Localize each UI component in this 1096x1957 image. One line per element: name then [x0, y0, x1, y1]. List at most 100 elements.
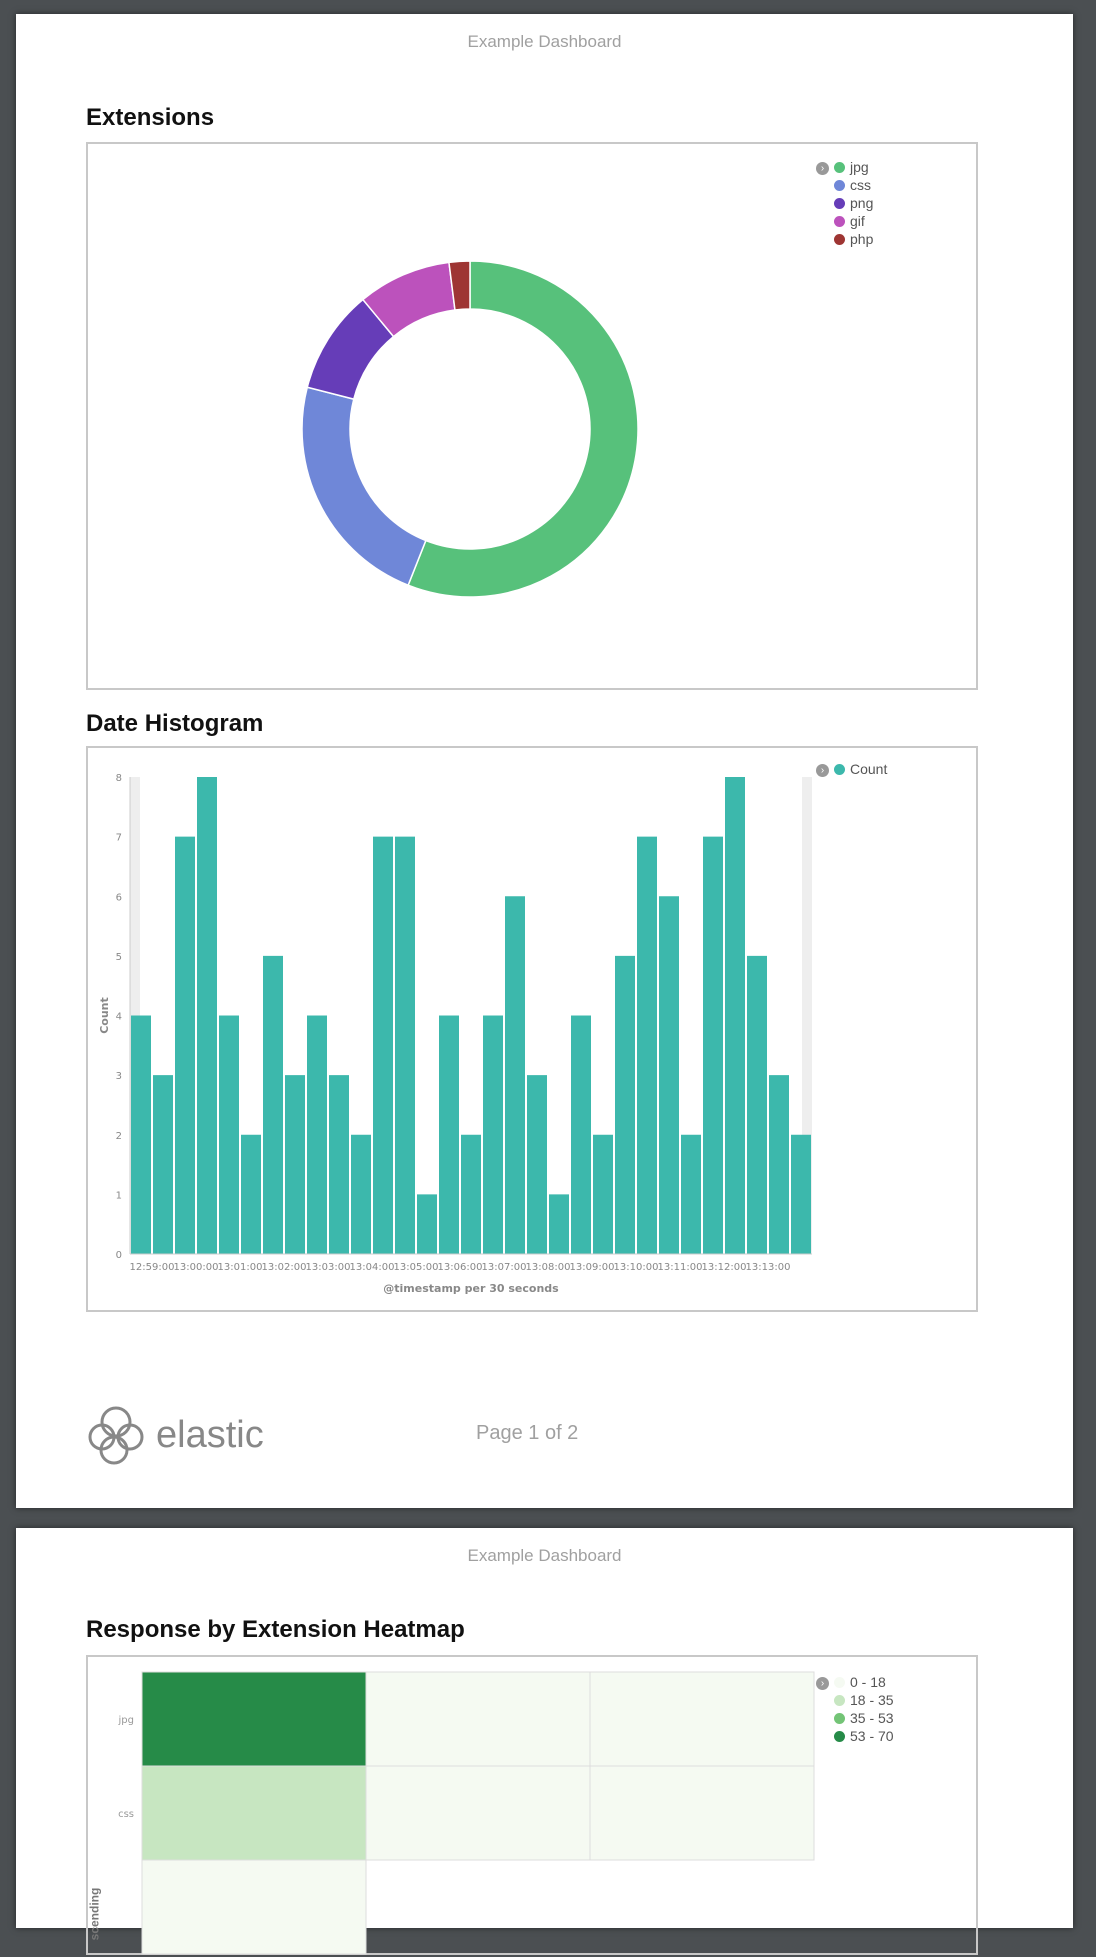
report-page-1: Example Dashboard Extensions › jpg css png…: [16, 14, 1073, 1508]
histogram-bar[interactable]: [703, 836, 723, 1254]
histogram-legend: Count: [834, 760, 887, 778]
legend-dot: [834, 1712, 845, 1724]
dashboard-title: Example Dashboard: [467, 1546, 622, 1565]
histogram-bar[interactable]: [329, 1075, 349, 1254]
donut-chart: [301, 260, 639, 598]
histogram-bar[interactable]: [461, 1134, 481, 1254]
histogram-bar[interactable]: [747, 955, 767, 1254]
histogram-bar[interactable]: [219, 1015, 239, 1255]
legend-item[interactable]: png: [834, 194, 873, 212]
extensions-title: Extensions: [86, 104, 215, 131]
x-tick-label: 13:02:00: [262, 1262, 307, 1273]
heatmap-title: Response by Extension Heatmap: [86, 1616, 465, 1643]
heatmap-cell[interactable]: [141, 1765, 367, 1861]
heatmap-y-axis-label: scending: [87, 1887, 102, 1941]
heatmap-cell[interactable]: [141, 1859, 367, 1955]
histogram-bar[interactable]: [197, 777, 217, 1254]
legend-item[interactable]: 18 - 35: [834, 1691, 894, 1709]
heatmap-legend: 0 - 18 18 - 35 35 - 53 53 - 70: [834, 1673, 894, 1745]
y-axis-title: Count: [98, 997, 111, 1034]
legend-item[interactable]: jpg: [834, 158, 873, 176]
histogram-bar[interactable]: [351, 1134, 371, 1254]
legend-item[interactable]: gif: [834, 212, 873, 230]
histogram-bar[interactable]: [417, 1194, 437, 1254]
legend-label: 53 - 70: [850, 1728, 894, 1744]
legend-label: php: [850, 231, 874, 247]
histogram-bar[interactable]: [571, 1015, 591, 1255]
x-axis-title: @timestamp per 30 seconds: [383, 1282, 559, 1295]
histogram-bar[interactable]: [637, 836, 657, 1254]
row-label: css: [118, 1809, 134, 1820]
legend-item[interactable]: css: [834, 176, 873, 194]
heatmap-cell[interactable]: [589, 1765, 815, 1861]
donut-slice-jpg[interactable]: [407, 260, 639, 598]
histogram-bar[interactable]: [307, 1015, 327, 1255]
donut-slice-php[interactable]: [448, 260, 471, 311]
legend-label: png: [850, 195, 874, 211]
histogram-bar[interactable]: [769, 1075, 789, 1254]
heatmap-panel: jpg css scending › 0 - 18 18 - 35 35 - 53 53…: [86, 1655, 978, 1955]
legend-toggle-icon[interactable]: ›: [816, 162, 829, 175]
legend-item[interactable]: 35 - 53: [834, 1709, 894, 1727]
y-tick-label: 6: [116, 892, 122, 903]
histogram-bar[interactable]: [131, 1015, 151, 1255]
y-tick-label: 1: [116, 1190, 122, 1201]
x-tick-label: 13:07:00: [482, 1262, 527, 1273]
histogram-bar[interactable]: [241, 1134, 261, 1254]
legend-item[interactable]: php: [834, 230, 873, 248]
histogram-bar[interactable]: [549, 1194, 569, 1254]
elastic-logo-icon: [88, 1406, 144, 1465]
legend-dot: [834, 233, 845, 245]
histogram-bar[interactable]: [373, 836, 393, 1254]
histogram-bar[interactable]: [175, 836, 195, 1254]
legend-item[interactable]: 53 - 70: [834, 1727, 894, 1745]
extensions-legend: jpg css png gif php: [834, 158, 873, 248]
y-tick-label: 3: [116, 1071, 122, 1082]
legend-label[interactable]: Count: [850, 761, 888, 777]
histogram-bar[interactable]: [153, 1075, 173, 1254]
histogram-bar[interactable]: [659, 896, 679, 1254]
histogram-bar[interactable]: [593, 1134, 613, 1254]
heatmap-cell[interactable]: [365, 1671, 591, 1767]
donut-slice-css[interactable]: [301, 386, 427, 587]
histogram-bar[interactable]: [505, 896, 525, 1254]
histogram-panel: 0 1 2 3 4 5 6 7 8 12:59:00 13:00:00 13:01:00 13:02:0…: [86, 746, 978, 1312]
legend-label: 35 - 53: [850, 1710, 894, 1726]
histogram-bar[interactable]: [681, 1134, 701, 1254]
x-tick-label: 13:00:00: [174, 1262, 219, 1273]
y-tick-label: 8: [116, 773, 122, 784]
histogram-bar[interactable]: [725, 777, 745, 1254]
heatmap-cell[interactable]: [365, 1765, 591, 1861]
x-tick-label: 13:05:00: [394, 1262, 439, 1273]
extensions-panel: › jpg css png gif php: [86, 142, 978, 690]
elastic-logo-text: elastic: [156, 1413, 264, 1456]
histogram-bar[interactable]: [395, 836, 415, 1254]
histogram-bar[interactable]: [615, 955, 635, 1254]
histogram-title: Date Histogram: [86, 710, 264, 737]
histogram-bar[interactable]: [285, 1075, 305, 1254]
legend-toggle-icon[interactable]: ›: [816, 1677, 829, 1690]
legend-toggle-icon[interactable]: ›: [816, 764, 829, 777]
x-tick-label: 13:09:00: [570, 1262, 615, 1273]
histogram-bar[interactable]: [527, 1075, 547, 1254]
heatmap-cell[interactable]: [141, 1671, 367, 1767]
x-tick-label: 13:12:00: [702, 1262, 747, 1273]
legend-label: 0 - 18: [850, 1674, 886, 1690]
legend-label: 18 - 35: [850, 1692, 894, 1708]
y-tick-label: 5: [116, 952, 122, 963]
histogram-bar[interactable]: [439, 1015, 459, 1255]
x-tick-label: 13:08:00: [526, 1262, 571, 1273]
heatmap-cell[interactable]: [589, 1671, 815, 1767]
x-tick-label: 12:59:00: [130, 1262, 175, 1273]
legend-dot: [834, 1730, 845, 1742]
legend-label: jpg: [850, 159, 869, 175]
plot-edge: [802, 777, 812, 1254]
legend-item[interactable]: 0 - 18: [834, 1673, 894, 1691]
histogram-bar[interactable]: [791, 1134, 811, 1254]
x-tick-label: 13:03:00: [306, 1262, 351, 1273]
histogram-bar[interactable]: [263, 955, 283, 1254]
legend-dot: [834, 1694, 845, 1706]
histogram-bar[interactable]: [483, 1015, 503, 1255]
legend-dot: [834, 215, 845, 227]
legend-label: css: [850, 177, 871, 193]
